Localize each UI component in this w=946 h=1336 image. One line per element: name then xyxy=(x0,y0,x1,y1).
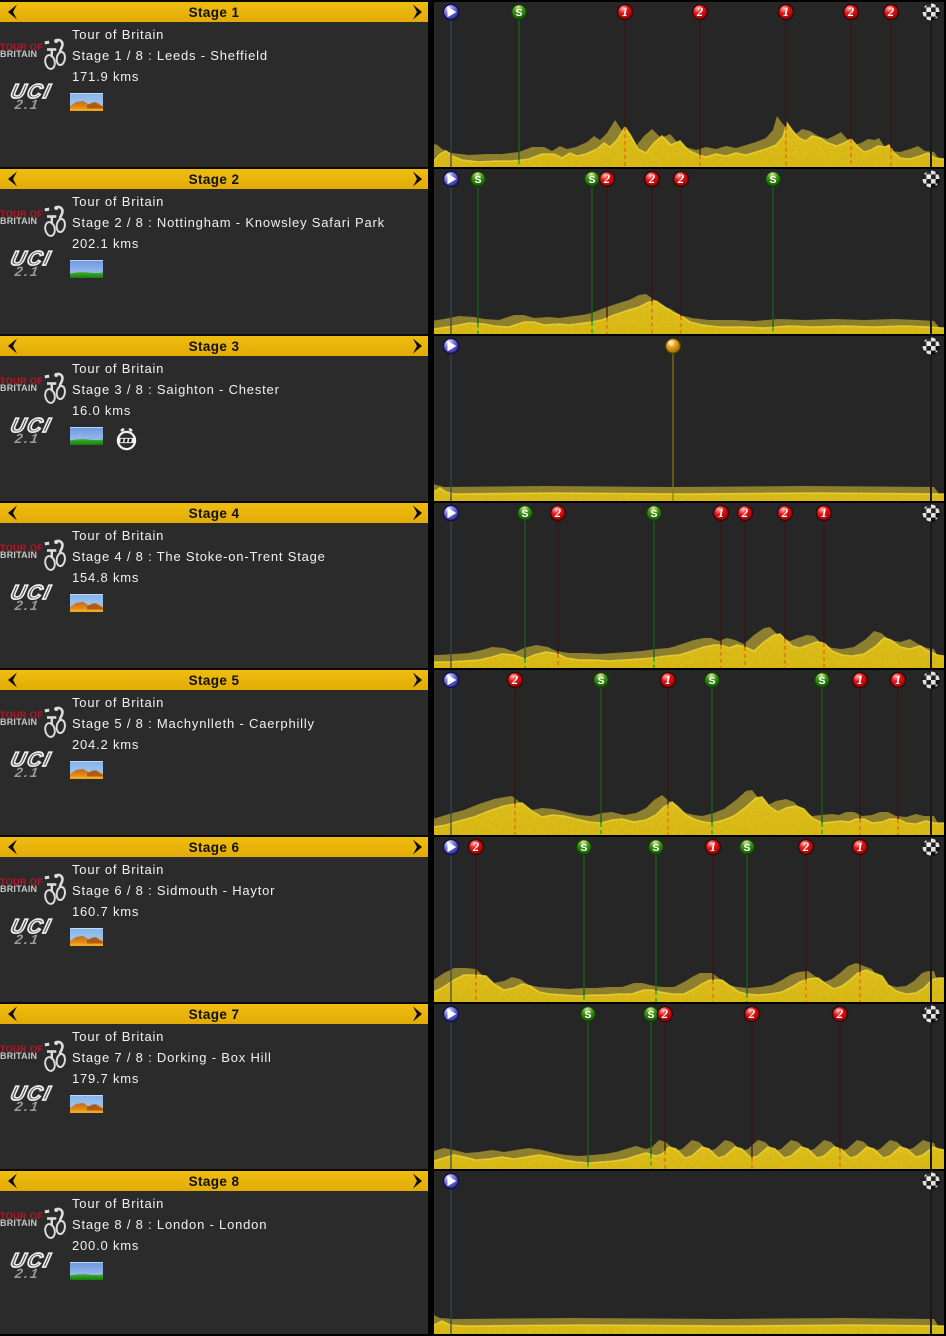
svg-text:1: 1 xyxy=(622,5,628,19)
svg-text:1: 1 xyxy=(821,506,827,520)
svg-text:1: 1 xyxy=(710,840,716,854)
svg-text:1: 1 xyxy=(665,673,671,687)
svg-text:2: 2 xyxy=(511,673,518,687)
svg-text:S: S xyxy=(515,7,522,19)
svg-text:S: S xyxy=(474,174,481,186)
svg-text:S: S xyxy=(584,1009,591,1021)
svg-text:1: 1 xyxy=(783,5,789,19)
svg-text:S: S xyxy=(652,842,659,854)
svg-text:S: S xyxy=(818,675,825,687)
svg-text:2: 2 xyxy=(847,5,854,19)
svg-text:1: 1 xyxy=(718,506,724,520)
svg-text:S: S xyxy=(580,842,587,854)
svg-text:S: S xyxy=(588,174,595,186)
svg-text:2: 2 xyxy=(741,506,748,520)
svg-text:2: 2 xyxy=(472,840,479,854)
svg-text:S: S xyxy=(521,508,528,520)
svg-text:S: S xyxy=(743,842,750,854)
svg-text:S: S xyxy=(647,1009,654,1021)
svg-text:1: 1 xyxy=(895,673,901,687)
svg-text:2: 2 xyxy=(554,506,561,520)
svg-text:S: S xyxy=(708,675,715,687)
svg-text:S: S xyxy=(650,508,657,520)
svg-text:2: 2 xyxy=(648,172,655,186)
svg-text:2: 2 xyxy=(887,5,894,19)
svg-text:2: 2 xyxy=(677,172,684,186)
svg-text:1: 1 xyxy=(857,840,863,854)
svg-text:S: S xyxy=(597,675,604,687)
svg-text:2: 2 xyxy=(661,1007,668,1021)
svg-text:2: 2 xyxy=(781,506,788,520)
svg-text:S: S xyxy=(769,174,776,186)
svg-text:2: 2 xyxy=(836,1007,843,1021)
svg-text:2: 2 xyxy=(603,172,610,186)
svg-text:1: 1 xyxy=(857,673,863,687)
svg-text:2: 2 xyxy=(696,5,703,19)
svg-text:2: 2 xyxy=(802,840,809,854)
svg-text:2: 2 xyxy=(748,1007,755,1021)
